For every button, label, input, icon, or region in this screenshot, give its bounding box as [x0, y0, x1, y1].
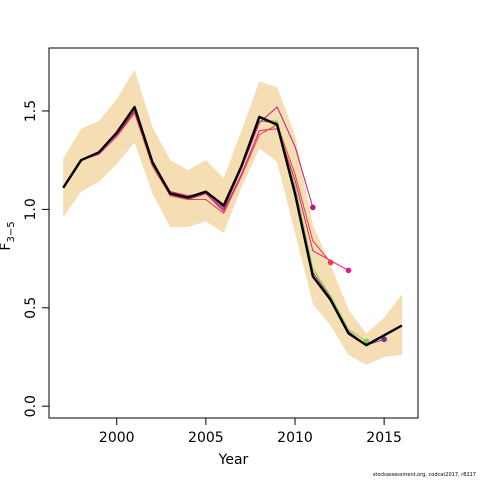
footer-credit: stockassessment.org, codcat2017, r8217	[372, 472, 476, 478]
y-tick-label: 0.0	[23, 395, 39, 417]
y-axis-label: F3−5	[0, 221, 17, 250]
series-end-point-4	[327, 259, 334, 266]
y-axis-label-main: F	[0, 243, 14, 251]
series-end-point-2	[363, 338, 370, 345]
x-tick-label: 2000	[99, 430, 135, 446]
series-line-estimate	[62, 105, 403, 347]
confidence-band-area	[63, 69, 402, 365]
y-tick-label: 0.5	[23, 297, 39, 319]
y-tick-label: 1.5	[23, 100, 39, 122]
x-axis-label: Year	[218, 452, 249, 468]
y-axis: 0.0 0.5 1.0 1.5	[23, 100, 50, 417]
series-end-point-5	[310, 204, 316, 211]
x-tick-label: 2010	[277, 430, 313, 446]
y-axis-label-subscript: 3−5	[6, 221, 17, 242]
series-end-point-3	[345, 267, 352, 274]
x-tick-label: 2015	[366, 430, 402, 446]
y-tick-label: 1.0	[23, 198, 39, 220]
confidence-band	[63, 69, 402, 365]
series-end-point-1	[381, 336, 387, 343]
x-axis: 2000 2005 2010 2015	[99, 417, 402, 446]
series-lines	[62, 105, 403, 347]
x-tick-label: 2005	[188, 430, 224, 446]
series-line-retro-3	[62, 112, 349, 271]
